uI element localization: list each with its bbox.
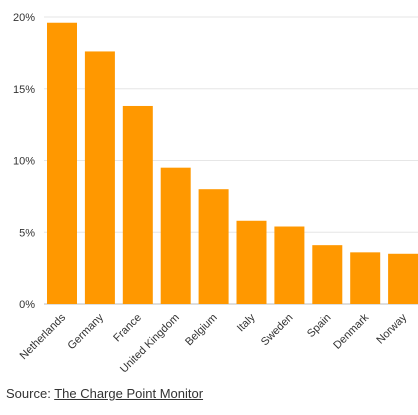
y-tick-label: 10%: [13, 156, 35, 168]
y-axis-tick-labels: 0% 5% 10% 15% 20%: [13, 12, 35, 311]
y-tick-label: 0%: [19, 299, 35, 311]
bar-denmark[interactable]: [350, 252, 381, 304]
x-tick-label: Spain: [305, 312, 333, 340]
x-tick-label: Sweden: [259, 312, 296, 349]
bar-netherlands[interactable]: [47, 22, 77, 305]
y-tick-label: 15%: [13, 84, 35, 96]
x-tick-label: Italy: [235, 311, 258, 334]
x-tick-label: Netherlands: [18, 311, 69, 362]
bar-sweden[interactable]: [274, 226, 305, 304]
y-tick-label: 5%: [19, 227, 35, 239]
bar-germany[interactable]: [84, 51, 115, 304]
bar-norway[interactable]: [388, 253, 418, 304]
bar-france[interactable]: [122, 105, 153, 304]
source-note: Source: The Charge Point Monitor: [6, 386, 203, 401]
source-prefix: Source:: [6, 386, 55, 401]
bar-spain[interactable]: [312, 245, 343, 304]
source-link[interactable]: The Charge Point Monitor: [54, 386, 204, 401]
x-tick-label: Denmark: [331, 311, 371, 351]
bars: [47, 22, 418, 305]
x-tick-label: Belgium: [183, 312, 220, 349]
bar-united-kingdom[interactable]: [160, 167, 191, 304]
x-tick-label: France: [111, 312, 144, 345]
x-tick-label: Norway: [374, 311, 409, 346]
y-tick-label: 20%: [13, 12, 35, 24]
bar-italy[interactable]: [236, 220, 267, 304]
x-tick-label: Germany: [66, 311, 107, 352]
bar-belgium[interactable]: [198, 189, 229, 304]
